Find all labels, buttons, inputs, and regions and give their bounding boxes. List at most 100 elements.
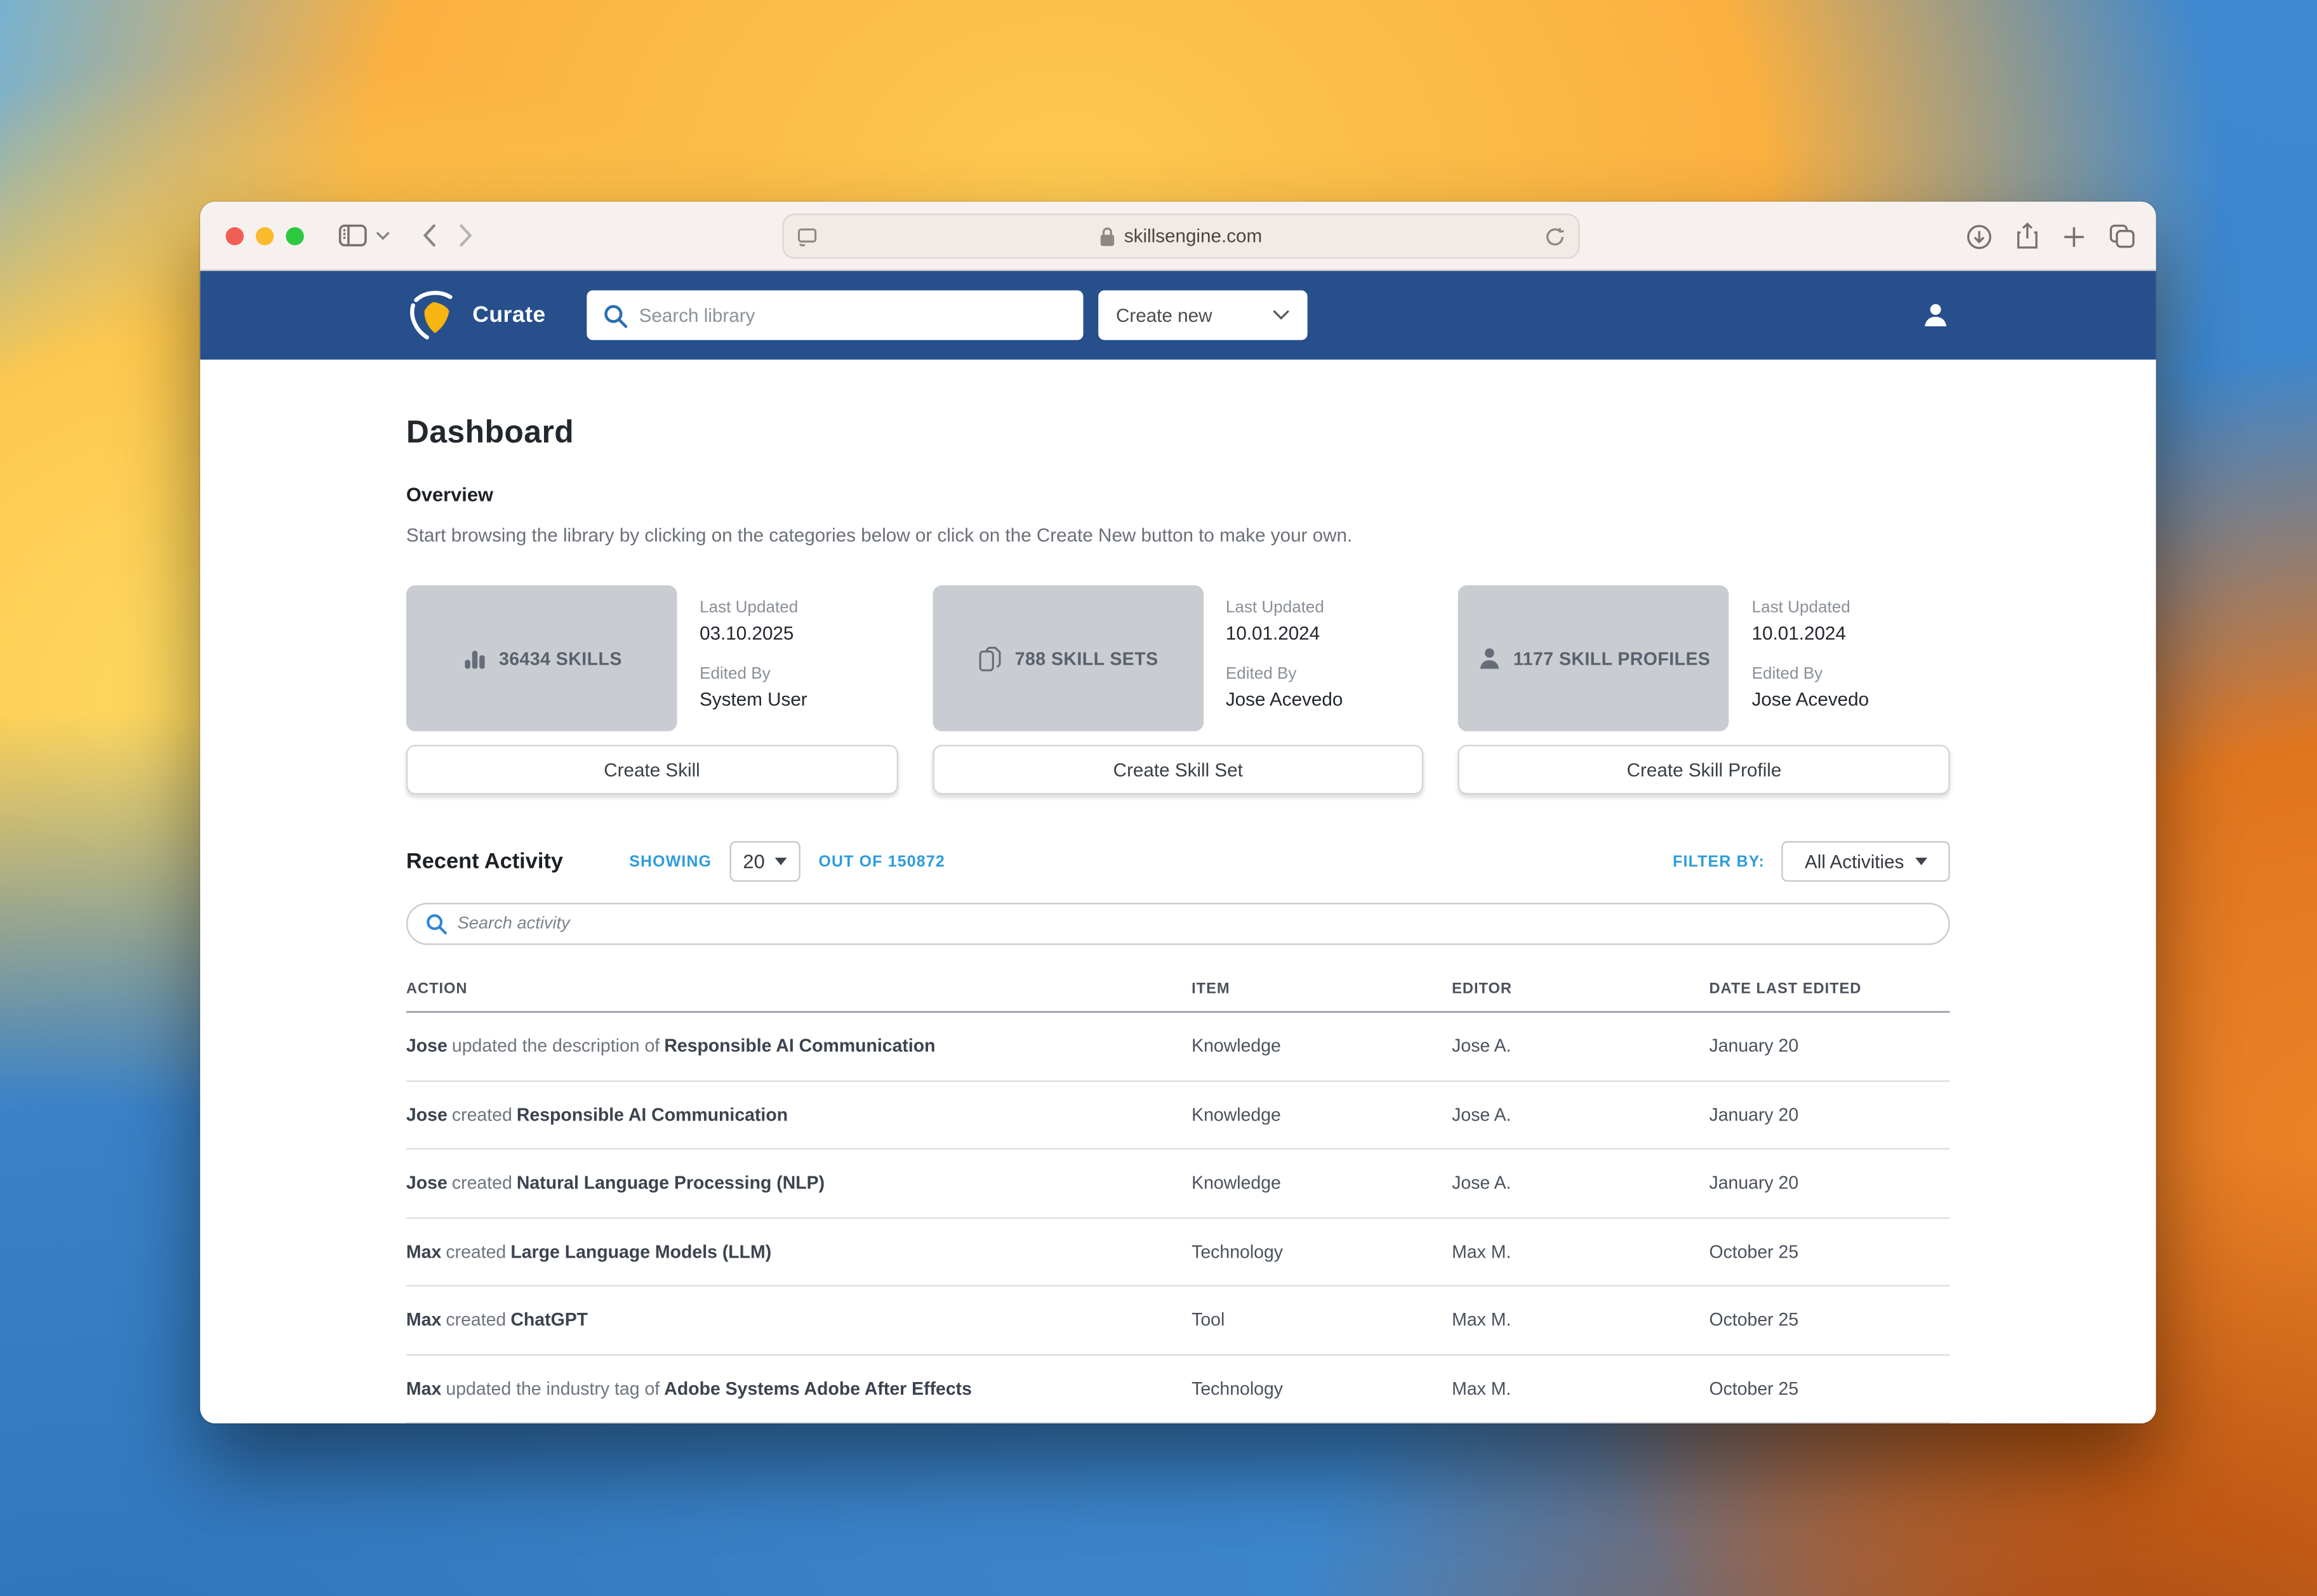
copy-document-icon [977,645,1002,672]
edited-by-value: Jose Acevedo [1751,689,1869,710]
last-updated-label: Last Updated [700,599,799,617]
dropdown-arrow-icon [1914,857,1927,865]
skill-sets-count: 788 SKILL SETS [1014,648,1158,669]
overview-description: Start browsing the library by clicking o… [406,525,1353,547]
last-updated-label: Last Updated [1751,599,1850,617]
row-verb: created [446,1240,507,1262]
row-item: Knowledge [1192,1104,1281,1126]
row-actor: Jose [406,1035,448,1057]
table-row[interactable]: Jose created Responsible AI Communication … [406,1081,1950,1150]
row-editor: Jose A. [1452,1172,1511,1194]
traffic-lights [225,226,304,245]
row-subject: Responsible AI Communication [516,1104,788,1126]
row-editor: Max M. [1452,1309,1511,1331]
brand-name: Curate [472,302,546,328]
back-button[interactable] [423,224,436,247]
tab-overview-icon[interactable] [2109,224,2135,248]
row-editor: Max M. [1452,1240,1511,1262]
skill-profiles-count: 1177 SKILL PROFILES [1513,648,1711,669]
activity-filter-dropdown[interactable]: All Activities [1781,841,1950,882]
page-size-value: 20 [743,850,765,873]
close-window-button[interactable] [225,226,244,245]
page-title: Dashboard [406,415,574,450]
edited-by-value: Jose Acevedo [1225,689,1343,710]
create-new-label: Create new [1115,304,1212,326]
edited-by-label: Edited By [700,665,771,684]
table-header: ACTION ITEM EDITOR DATE LAST EDITED [406,981,1950,1013]
activity-filter-value: All Activities [1804,851,1904,872]
create-skill-button[interactable]: Create Skill [406,745,898,795]
reload-icon[interactable] [1545,227,1565,246]
row-subject: Large Language Models (LLM) [510,1240,772,1262]
row-date: October 25 [1709,1309,1799,1331]
recent-activity-title: Recent Activity [406,849,563,874]
search-library-input[interactable] [639,304,1066,326]
row-item: Knowledge [1192,1035,1281,1057]
url-text[interactable]: skillsengine.com [1124,225,1263,247]
brand[interactable]: Curate [406,289,546,342]
share-icon[interactable] [2016,222,2039,250]
create-new-dropdown[interactable]: Create new [1098,290,1307,340]
row-verb: created [451,1172,512,1194]
last-updated-label: Last Updated [1225,599,1324,617]
table-row[interactable]: Jose created Natural Language Processing (… [406,1150,1950,1218]
row-item: Knowledge [1192,1172,1281,1194]
search-icon [426,914,447,934]
app-navbar: Curate Create new [200,270,2156,360]
row-editor: Jose A. [1452,1035,1511,1057]
out-of-label: OUT OF 150872 [818,852,945,871]
row-actor: Max [406,1309,442,1331]
browser-window: skillsengine.com [200,201,2156,1424]
skills-tile[interactable]: 36434 SKILLS [406,585,677,731]
bar-chart-icon [461,646,487,671]
table-row[interactable]: Jose updated the description of Responsibl… [406,1013,1950,1081]
zoom-window-button[interactable] [286,226,304,245]
last-updated-value: 03.10.2025 [700,623,794,644]
activity-search[interactable] [406,903,1950,945]
row-actor: Jose [406,1172,448,1194]
row-actor: Max [406,1240,442,1262]
new-tab-icon[interactable] [2062,225,2085,248]
chevron-down-icon[interactable] [376,231,390,240]
sidebar-toggle-icon[interactable] [338,224,367,247]
library-search[interactable] [586,290,1083,340]
edited-by-label: Edited By [1751,665,1823,684]
skill-profiles-tile[interactable]: 1177 SKILL PROFILES [1458,585,1730,731]
table-row[interactable]: Max created ChatGPT Tool Max M. October 25 [406,1286,1950,1355]
create-skill-set-button[interactable]: Create Skill Set [932,745,1424,795]
edited-by-value: System User [700,689,807,710]
row-subject: ChatGPT [510,1309,588,1331]
page-format-icon[interactable] [797,227,817,246]
column-header-action: ACTION [406,981,468,998]
page-size-dropdown[interactable]: 20 [729,841,801,882]
row-verb: created [451,1104,512,1126]
address-bar[interactable]: skillsengine.com [782,213,1580,259]
search-activity-input[interactable] [457,915,1930,933]
row-editor: Max M. [1452,1378,1511,1399]
row-actor: Max [406,1378,442,1399]
row-subject: Natural Language Processing (NLP) [516,1172,825,1194]
row-actor: Jose [406,1104,448,1126]
last-updated-value: 10.01.2024 [1751,623,1846,644]
row-date: October 25 [1709,1240,1799,1262]
row-verb: created [446,1309,507,1331]
skills-card: 36434 SKILLS Last Updated 03.10.2025 Edi… [406,585,898,731]
skills-count: 36434 SKILLS [498,648,622,669]
table-row[interactable]: Max created Large Language Models (LLM) Te… [406,1218,1950,1287]
downloads-icon[interactable] [1967,223,1992,249]
table-row[interactable]: Max updated the industry tag of Adobe Syst… [406,1355,1950,1424]
last-updated-value: 10.01.2024 [1225,623,1320,644]
column-header-editor: EDITOR [1452,981,1512,998]
skill-sets-tile[interactable]: 788 SKILL SETS [932,585,1204,731]
row-subject: Responsible AI Communication [664,1035,936,1057]
forward-button[interactable] [459,224,472,247]
column-header-item: ITEM [1192,981,1230,998]
profile-icon[interactable] [1922,301,1950,329]
row-item: Tool [1192,1309,1225,1331]
row-editor: Jose A. [1452,1104,1511,1126]
create-skill-profile-button[interactable]: Create Skill Profile [1458,745,1950,795]
curate-logo-icon [406,289,459,342]
minimize-window-button[interactable] [255,226,274,245]
skill-sets-card: 788 SKILL SETS Last Updated 10.01.2024 E… [932,585,1424,731]
activity-table: ACTION ITEM EDITOR DATE LAST EDITED Jose… [406,981,1950,1424]
